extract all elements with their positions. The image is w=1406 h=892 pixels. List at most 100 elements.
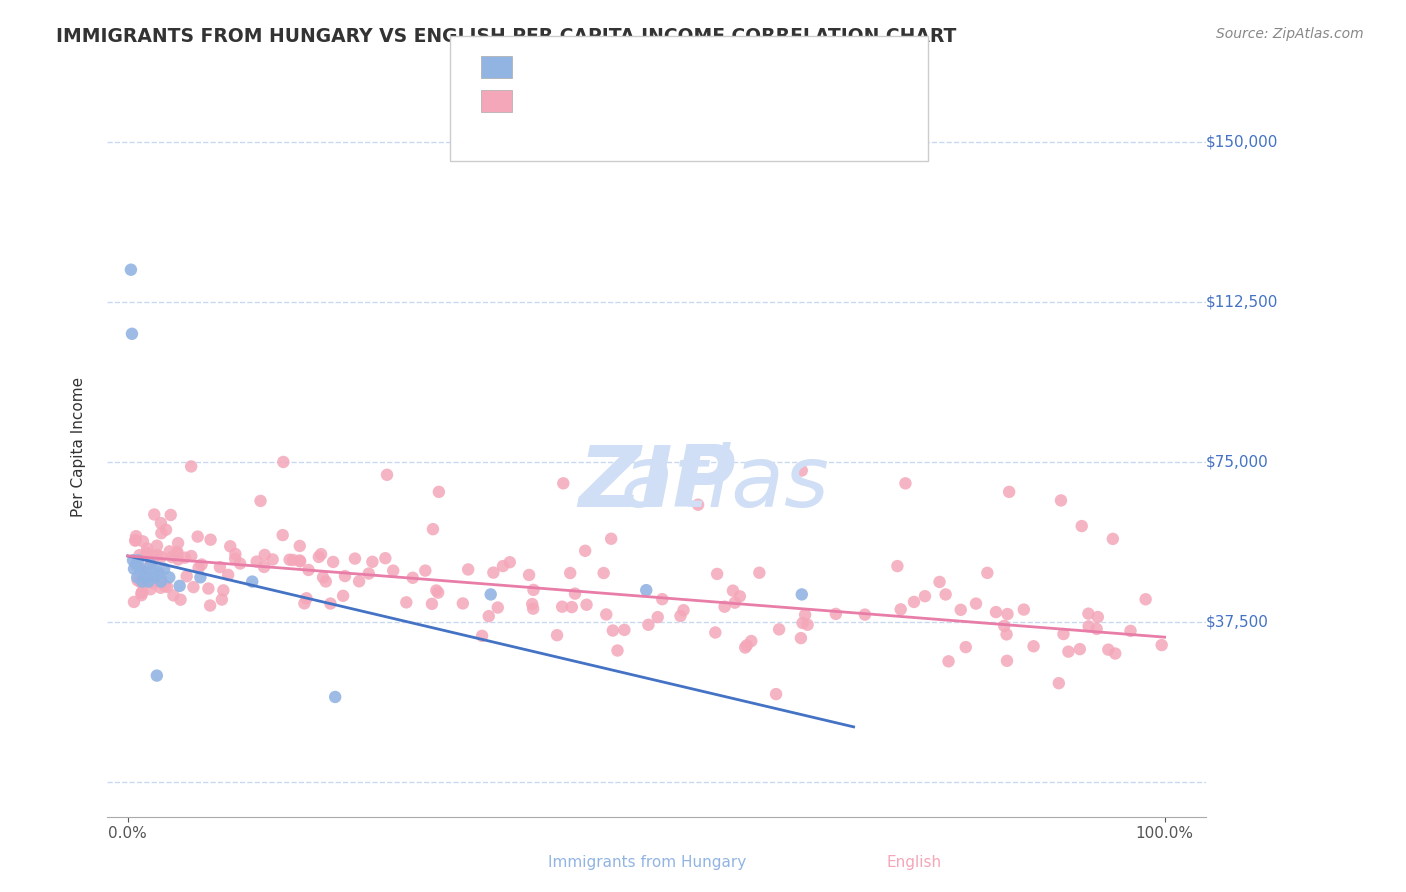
Point — [595, 607, 617, 622]
Point — [142, 576, 165, 591]
Point — [187, 561, 209, 575]
Point — [128, 548, 150, 562]
Point — [357, 566, 380, 581]
Point — [124, 533, 146, 548]
Point — [853, 607, 876, 622]
Point — [955, 640, 977, 654]
Point — [312, 570, 335, 584]
Point — [332, 589, 354, 603]
Point — [651, 592, 673, 607]
Point — [211, 592, 233, 607]
Point — [323, 690, 346, 704]
Point — [160, 549, 183, 564]
Point — [229, 557, 252, 571]
Point — [131, 588, 153, 602]
Point — [592, 566, 614, 580]
Point — [138, 574, 160, 589]
Point — [482, 566, 505, 580]
Point — [995, 654, 1018, 668]
Point — [471, 629, 494, 643]
Point — [688, 498, 710, 512]
Point — [169, 592, 191, 607]
Point — [721, 583, 744, 598]
Point — [208, 560, 231, 574]
Point — [427, 484, 450, 499]
Point — [132, 534, 155, 549]
Point — [765, 687, 787, 701]
Point — [212, 583, 235, 598]
Point — [127, 574, 149, 588]
Point — [180, 549, 202, 563]
Text: 174: 174 — [643, 96, 675, 111]
Point — [748, 566, 770, 580]
Point — [522, 601, 544, 615]
Text: English: English — [886, 855, 942, 870]
Point — [672, 603, 695, 617]
Text: R =: R = — [517, 96, 551, 111]
Point — [1087, 610, 1109, 624]
Point — [740, 634, 762, 648]
Point — [427, 585, 450, 599]
Text: Immigrants from Hungary: Immigrants from Hungary — [547, 855, 747, 870]
Point — [136, 541, 159, 556]
Point — [135, 547, 157, 561]
Point — [333, 569, 356, 583]
Point — [796, 617, 818, 632]
Point — [935, 587, 957, 601]
Point — [143, 570, 166, 584]
Text: atlas: atlas — [484, 442, 830, 525]
Point — [122, 595, 145, 609]
Point — [402, 571, 425, 585]
Point — [240, 574, 263, 589]
Point — [347, 574, 370, 589]
Point — [322, 555, 344, 569]
Point — [153, 562, 176, 576]
Point — [190, 570, 212, 584]
Point — [122, 553, 145, 567]
Point — [136, 561, 159, 575]
Point — [281, 553, 304, 567]
Point — [478, 609, 501, 624]
Point — [169, 579, 191, 593]
Point — [253, 560, 276, 574]
Point — [998, 484, 1021, 499]
Point — [425, 583, 447, 598]
Text: R =: R = — [517, 62, 551, 77]
Point — [190, 558, 212, 572]
Point — [139, 574, 162, 588]
Point — [374, 551, 396, 566]
Point — [183, 580, 205, 594]
Point — [319, 597, 342, 611]
Point — [1101, 532, 1123, 546]
Point — [278, 552, 301, 566]
Point — [139, 558, 162, 572]
Point — [984, 605, 1007, 619]
Point — [125, 558, 148, 572]
Point — [551, 599, 574, 614]
Point — [142, 562, 165, 576]
Point — [343, 551, 366, 566]
Point — [153, 579, 176, 593]
Point — [735, 639, 758, 653]
Point — [150, 574, 173, 589]
Text: N =: N = — [612, 62, 645, 77]
Point — [375, 467, 398, 482]
Point — [724, 596, 747, 610]
Point — [894, 476, 917, 491]
Point — [647, 610, 669, 624]
Point — [156, 580, 179, 594]
Point — [135, 570, 157, 584]
Point — [768, 623, 790, 637]
Point — [315, 574, 337, 589]
Point — [395, 595, 418, 609]
Point — [166, 547, 188, 561]
Point — [142, 549, 165, 563]
Point — [790, 587, 813, 601]
Point — [479, 587, 502, 601]
Point — [1069, 642, 1091, 657]
Point — [560, 566, 582, 580]
Point — [546, 628, 568, 642]
Point — [219, 539, 242, 553]
Point — [553, 476, 575, 491]
Point — [637, 617, 659, 632]
